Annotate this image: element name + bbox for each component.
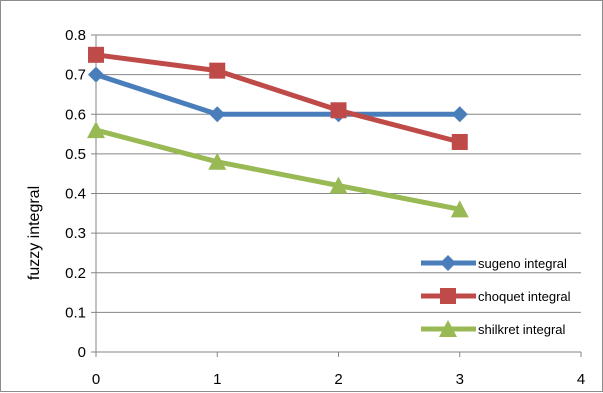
y-tick-label: 0.1 [65,304,86,321]
shilkret-legend-label: shilkret integral [478,322,566,337]
shilkret-data-point [329,176,348,194]
sugeno-legend-label: sugeno integral [478,256,567,271]
shilkret-data-point [87,121,105,139]
sugeno-data-point [88,66,104,83]
y-tick-label: 0.4 [65,186,86,203]
shilkret-legend-marker [439,320,457,337]
shilkret-data-point [208,152,227,170]
y-tick-label: 0.7 [65,67,86,84]
y-tick-label: 0.5 [65,146,86,163]
sugeno-data-point [209,106,226,123]
y-tick-label: 0.6 [65,106,86,123]
sugeno-series-line [93,72,463,117]
x-tick-label: 1 [213,371,221,388]
y-tick-label: 0.2 [65,265,86,282]
sugeno-data-point [451,106,468,123]
y-tick-label: 0.8 [65,27,86,44]
x-tick-label: 0 [92,371,100,388]
y-axis-title: fuzzy integral [26,186,43,280]
shilkret-series-line [93,127,463,212]
x-tick-label: 2 [334,371,342,388]
x-tick-label: 4 [577,371,585,388]
choquet-legend-marker [440,288,456,304]
choquet-series-line [93,52,463,145]
y-tick-label: 0 [78,344,86,361]
choquet-data-point [451,133,468,150]
choquet-legend-label: choquet integral [478,289,571,304]
y-tick-label: 0.3 [65,225,86,242]
choquet-data-point [209,62,226,79]
choquet-data-point [88,46,104,63]
sugeno-legend-marker [440,255,456,271]
shilkret-data-point [450,200,469,218]
x-tick-label: 3 [456,371,464,388]
choquet-data-point [330,102,347,119]
